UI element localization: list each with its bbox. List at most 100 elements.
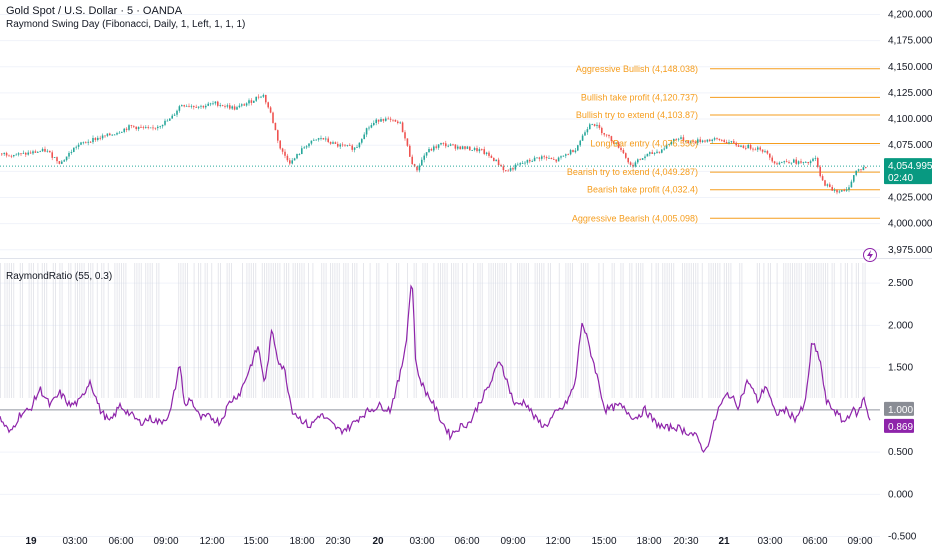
candle-body: [622, 149, 625, 154]
ratio-band-bar: [308, 263, 309, 398]
ratio-axis-tick-label: 0.000: [888, 489, 913, 500]
time-axis-tick-label: 09:00: [153, 536, 178, 547]
candle-body: [365, 128, 368, 135]
ratio-band-bar: [0, 263, 1, 398]
candle-body: [440, 143, 442, 145]
candle-body: [689, 141, 692, 144]
ratio-band-bar: [28, 263, 30, 398]
ratio-band-bar: [523, 263, 525, 398]
candle-body: [332, 142, 334, 144]
candle-body: [634, 162, 637, 167]
candle-body: [517, 164, 519, 166]
candle-body: [497, 159, 500, 166]
ratio-band-bar: [114, 263, 116, 398]
candle-body: [243, 104, 245, 106]
candle-body: [466, 146, 469, 149]
ratio-band-bar: [785, 263, 787, 398]
ratio-axis-tick-label: 0.500: [888, 447, 913, 458]
candle-body: [353, 147, 356, 150]
ratio-band-bar: [547, 263, 549, 398]
candle-body: [661, 149, 663, 153]
ratio-band-bar: [275, 263, 276, 398]
ratio-band-bar: [726, 263, 727, 398]
candle-body: [550, 157, 553, 160]
ratio-band-bar: [138, 263, 140, 398]
ratio-band-bar: [800, 263, 802, 398]
ratio-band-bar: [787, 263, 789, 398]
candle-body: [315, 139, 317, 141]
candle-body: [807, 162, 809, 164]
candle-body: [51, 152, 53, 158]
ratio-band-bar: [145, 263, 147, 398]
ratio-band-bar: [347, 263, 349, 398]
candle-body: [305, 146, 308, 148]
ratio-band-bar: [88, 263, 89, 398]
ratio-indicator-title[interactable]: RaymondRatio (55, 0.3): [6, 271, 113, 282]
time-axis-tick-label: 09:00: [847, 536, 872, 547]
candle-body: [291, 160, 293, 164]
candle-body: [725, 142, 728, 144]
candle-body: [615, 142, 617, 144]
current-price-badge[interactable]: [884, 158, 932, 185]
time-axis-tick-label: 12:00: [545, 536, 570, 547]
candle-body: [3, 152, 5, 154]
indicator-title[interactable]: Raymond Swing Day (Fibonacci, Daily, 1, …: [6, 19, 246, 30]
ratio-band-bar: [442, 263, 444, 398]
ratio-band-bar: [220, 263, 221, 398]
ratio-band-bar: [255, 263, 257, 398]
ratio-band-bar: [261, 263, 263, 398]
ratio-band-bar: [121, 263, 122, 398]
price-axis-tick-label: 4,150.000: [888, 62, 932, 73]
ratio-band-bar: [321, 263, 323, 398]
ratio-axis-tick-label: 2.500: [888, 278, 913, 289]
ratio-band-bar: [598, 263, 600, 398]
candle-body: [128, 125, 130, 130]
candle-body: [548, 157, 550, 159]
time-axis-tick-label: 09:00: [500, 536, 525, 547]
candle-body: [836, 190, 838, 193]
price-axis-tick-label: 4,075.000: [888, 140, 932, 151]
symbol-title[interactable]: Gold Spot / U.S. Dollar · 5 · OANDA: [6, 5, 183, 17]
candle-body: [783, 161, 785, 163]
candle-body: [231, 106, 233, 109]
ratio-band-bar: [525, 263, 527, 398]
candle-body: [356, 147, 358, 148]
candle-body: [137, 126, 140, 130]
candle-body: [555, 159, 557, 162]
candle-body: [781, 162, 783, 164]
candle-body: [653, 152, 656, 154]
candle-body: [10, 155, 13, 157]
ratio-band-bar: [61, 263, 63, 398]
candle-body: [61, 161, 63, 164]
candle-body: [56, 157, 58, 162]
candle-body: [857, 169, 860, 171]
candle-body: [413, 164, 416, 167]
candle-body: [269, 107, 272, 113]
candle-body: [334, 142, 337, 144]
ratio-band-bar: [184, 263, 186, 398]
ratio-band-bar: [543, 263, 545, 398]
ratio-axis-tick-label: -0.500: [888, 532, 917, 543]
candle-body: [769, 153, 771, 158]
ratio-band-bar: [426, 263, 428, 398]
candle-body: [805, 162, 807, 163]
candle-body: [512, 168, 514, 170]
level-label: Bearish take profit (4,032.4): [587, 185, 698, 195]
candle-body: [853, 175, 855, 182]
candle-body: [351, 145, 353, 150]
candle-body: [675, 139, 677, 140]
candle-body: [821, 176, 824, 181]
ratio-band-bar: [149, 263, 151, 398]
ratio-band-bar: [488, 263, 490, 398]
candle-body: [677, 138, 680, 140]
candle-body: [370, 125, 373, 128]
ratio-band-bar: [70, 263, 72, 398]
ratio-band-bar: [312, 263, 314, 398]
ratio-axis-tick-label: 2.000: [888, 320, 913, 331]
ratio-band-bar: [686, 263, 688, 398]
current-price-label: 4,054.995: [888, 161, 932, 172]
ratio-band-bar: [266, 263, 268, 398]
candle-body: [46, 150, 49, 152]
candle-body: [41, 148, 44, 152]
